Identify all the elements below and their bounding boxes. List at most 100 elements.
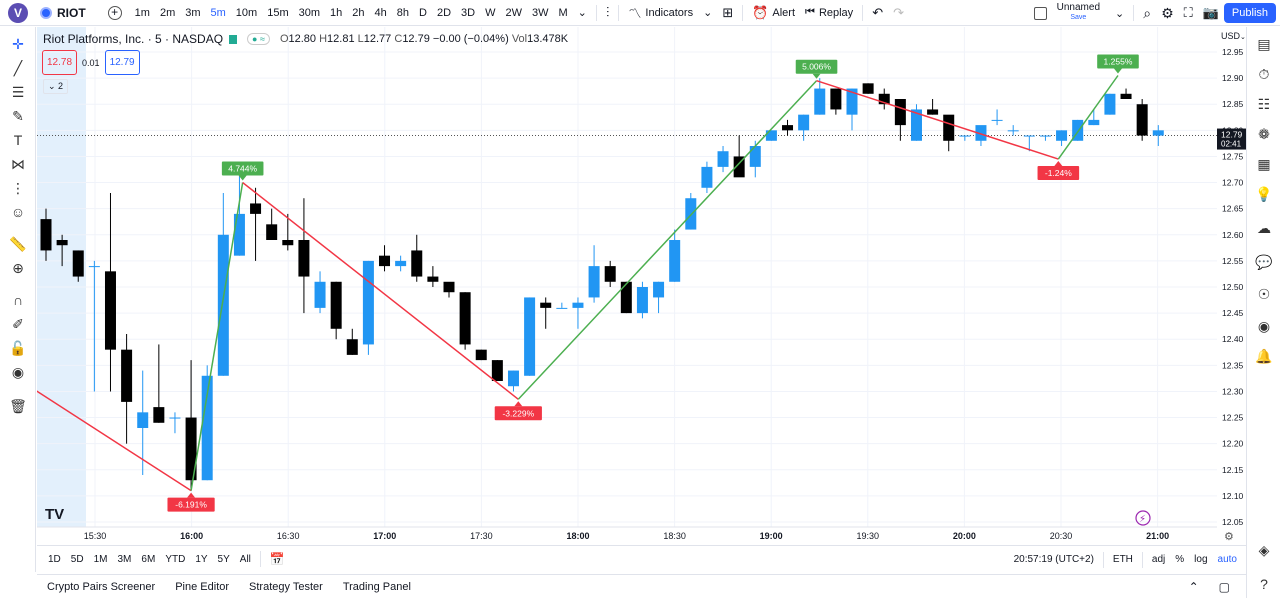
interval-4h[interactable]: 4h: [374, 6, 387, 19]
interval-3d[interactable]: 3D: [461, 6, 476, 19]
eye-visibility-icon[interactable]: ◉: [11, 364, 25, 380]
lock-icon[interactable]: 🔓: [9, 340, 27, 356]
indicators-button[interactable]: 〽 Indicators: [623, 0, 698, 26]
interval-5m[interactable]: 5m: [210, 6, 226, 19]
range-1d[interactable]: 1D: [48, 553, 61, 565]
help-icon[interactable]: ?: [1260, 576, 1268, 592]
lightning-news-icon[interactable]: [1135, 510, 1151, 526]
interval-d[interactable]: D: [419, 6, 427, 19]
range-1m[interactable]: 1M: [93, 553, 108, 565]
currency-label[interactable]: USD: [1221, 31, 1241, 41]
range-1y[interactable]: 1Y: [195, 553, 208, 565]
templates-grid-icon[interactable]: ⊞: [722, 4, 734, 20]
interval-1m[interactable]: 1m: [134, 6, 150, 19]
chart-type-candles-icon[interactable]: ⫶: [605, 4, 610, 20]
lock-drawing-pen-icon[interactable]: ✐: [12, 316, 24, 332]
ideas-lightbulb-icon[interactable]: 💡: [1255, 186, 1273, 202]
settings-gear-icon[interactable]: ⚙: [1161, 4, 1174, 21]
range-6m[interactable]: 6M: [141, 553, 156, 565]
price-axis[interactable]: USD ⌄ 12.9512.9012.8512.8012.7512.7012.6…: [1217, 27, 1246, 545]
interval-2m[interactable]: 2m: [159, 6, 176, 19]
chart-settings-gear-icon[interactable]: ⚙: [1224, 531, 1234, 543]
broadcast-icon[interactable]: ◉: [1257, 318, 1271, 334]
range-all[interactable]: All: [239, 553, 251, 565]
emoji-icon[interactable]: ☺: [10, 204, 26, 220]
currency-dropdown-icon[interactable]: ⌄: [1240, 34, 1246, 41]
brush-icon[interactable]: ✎: [12, 108, 24, 124]
price-chart[interactable]: -6.191% 4.744% -3.229% 5.006% -1.24% 1.255% 1…: [37, 27, 1217, 545]
calendar-icon[interactable]: ▦: [1257, 156, 1271, 172]
experts-icon[interactable]: ☉: [1257, 286, 1271, 302]
range-5y[interactable]: 5Y: [217, 553, 230, 565]
interval-8h[interactable]: 8h: [396, 6, 410, 19]
panel-expand-icon[interactable]: ⌃: [1188, 580, 1199, 594]
tradingview-logo-icon[interactable]: TV: [45, 506, 64, 523]
panel-tab-crypto-pairs-screener[interactable]: Crypto Pairs Screener: [47, 580, 156, 593]
panel-maximize-icon[interactable]: ▢: [1218, 580, 1230, 594]
crosshair-cursor-icon[interactable]: ✛: [12, 36, 24, 52]
pattern-tool-icon[interactable]: ⋈: [11, 156, 25, 172]
adj-toggle[interactable]: adj: [1151, 554, 1166, 565]
interval-3w[interactable]: 3W: [531, 6, 549, 19]
indicators-dropdown-icon[interactable]: ⌄: [703, 7, 713, 19]
compare-symbol-icon[interactable]: +: [107, 5, 122, 20]
undo-icon[interactable]: ↶: [872, 4, 884, 20]
prediction-tool-icon[interactable]: ⋮: [11, 180, 25, 196]
layout-dropdown-icon[interactable]: ⌄: [1115, 7, 1125, 20]
sell-button[interactable]: 12.78: [42, 50, 78, 75]
layout-name-button[interactable]: Unnamed Save: [1057, 3, 1100, 23]
interval-2d[interactable]: 2D: [436, 6, 452, 19]
user-avatar[interactable]: V: [8, 2, 28, 23]
range-3m[interactable]: 3M: [117, 553, 132, 565]
streams-icon[interactable]: ☁: [1257, 220, 1271, 236]
camera-snapshot-icon[interactable]: 📷: [1202, 5, 1219, 20]
layout-select-checkbox-icon[interactable]: [1033, 6, 1047, 20]
interval-m[interactable]: M: [558, 6, 568, 19]
symbol-title[interactable]: Riot Platforms, Inc. · 5 · NASDAQ: [43, 32, 224, 46]
panel-tab-strategy-tester[interactable]: Strategy Tester: [249, 580, 323, 593]
replay-button[interactable]: ⏮ Replay: [800, 0, 858, 26]
range-ytd[interactable]: YTD: [165, 553, 186, 565]
hotlists-fire-icon[interactable]: ❁: [1258, 126, 1270, 142]
range-5d[interactable]: 5D: [70, 553, 84, 565]
horizontal-lines-icon[interactable]: ☰: [11, 84, 25, 100]
log-toggle[interactable]: log: [1194, 554, 1208, 565]
text-tool-icon[interactable]: T: [13, 132, 23, 148]
alerts-clock-icon[interactable]: ⏱: [1258, 66, 1270, 82]
interval-3m[interactable]: 3m: [185, 6, 201, 19]
panel-tab-trading-panel[interactable]: Trading Panel: [342, 580, 411, 593]
indicators-collapse-button[interactable]: ⌄ 2: [43, 79, 69, 94]
fullscreen-icon[interactable]: ⛶: [1183, 5, 1193, 20]
go-to-date-icon[interactable]: 📅: [269, 552, 285, 566]
buy-button[interactable]: 12.79: [104, 50, 140, 75]
interval-dropdown-icon[interactable]: ⌄: [577, 7, 587, 19]
panel-tab-pine-editor[interactable]: Pine Editor: [175, 580, 230, 593]
trend-line-icon[interactable]: ╱: [13, 60, 23, 76]
watchlist-icon[interactable]: ▤: [1257, 36, 1271, 52]
chats-icon[interactable]: 💬: [1255, 254, 1273, 270]
interval-2w[interactable]: 2W: [505, 6, 522, 19]
interval-15m[interactable]: 15m: [267, 6, 289, 19]
interval-30m[interactable]: 30m: [298, 6, 321, 19]
interval-w[interactable]: W: [485, 6, 496, 19]
magnet-icon[interactable]: ∩: [12, 292, 24, 308]
interval-1h[interactable]: 1h: [330, 6, 343, 19]
interval-2h[interactable]: 2h: [352, 6, 365, 19]
market-status-icon[interactable]: ● ≈: [247, 33, 270, 45]
ruler-icon[interactable]: 📏: [9, 236, 27, 252]
session-button[interactable]: ETH: [1112, 554, 1133, 565]
clock-timezone[interactable]: 20:57:19 (UTC+2): [1013, 554, 1094, 565]
notifications-bell-icon[interactable]: 🔔: [1255, 348, 1273, 364]
interval-10m[interactable]: 10m: [235, 6, 258, 19]
percent-toggle[interactable]: %: [1175, 554, 1185, 565]
zoom-in-icon[interactable]: ⊕: [12, 260, 24, 276]
symbol-search[interactable]: RIOT: [40, 6, 86, 20]
data-window-icon[interactable]: ☷: [1257, 96, 1271, 112]
layers-icon[interactable]: ◈: [1258, 542, 1270, 558]
publish-button[interactable]: Publish: [1223, 3, 1276, 23]
alert-button[interactable]: ⏰ Alert: [747, 0, 800, 26]
search-icon[interactable]: ⌕: [1143, 4, 1152, 21]
redo-icon[interactable]: ↷: [893, 4, 904, 20]
trash-icon[interactable]: 🗑: [9, 398, 27, 414]
auto-toggle[interactable]: auto: [1217, 554, 1237, 565]
